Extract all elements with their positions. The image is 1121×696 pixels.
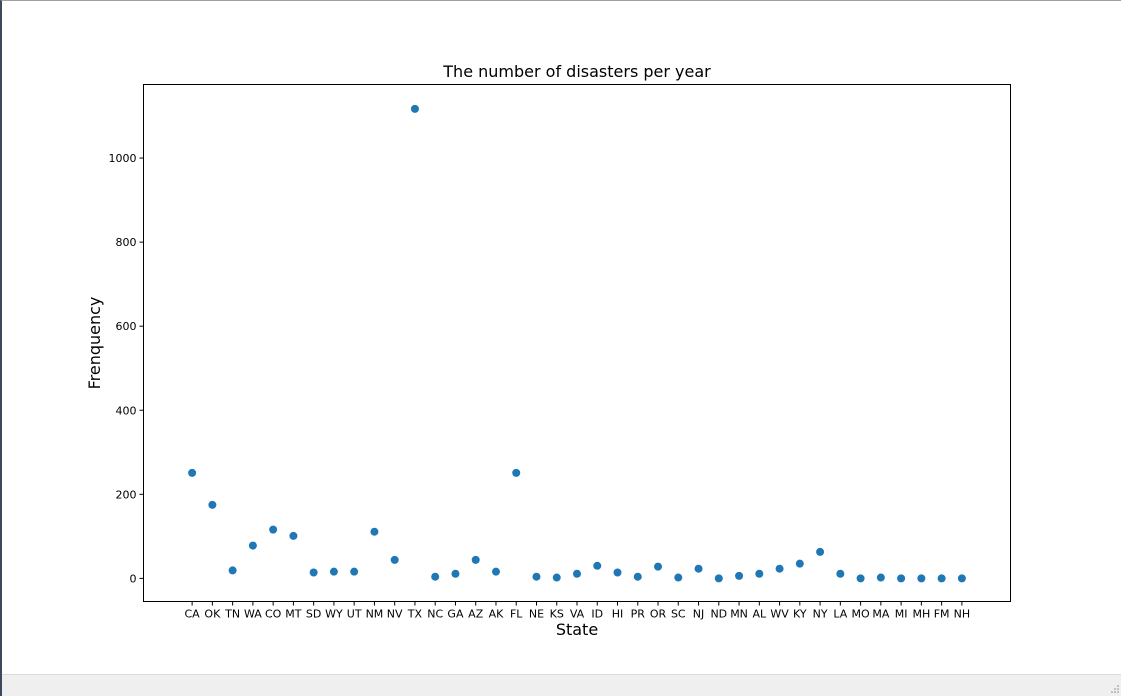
data-point-ok: [208, 500, 217, 509]
y-tick-label: 1000: [109, 152, 137, 165]
resize-grip-icon[interactable]: [1109, 683, 1119, 693]
data-point-nc: [431, 572, 440, 581]
data-point-wy: [329, 567, 338, 576]
data-point-az: [471, 555, 480, 564]
data-point-mn: [735, 571, 744, 580]
x-tick-label-va: VA: [570, 608, 585, 621]
data-point-id: [593, 561, 602, 570]
y-tick-label: 400: [116, 404, 137, 417]
data-point-wa: [248, 541, 257, 550]
x-tick-label-ma: MA: [872, 608, 889, 621]
data-point-mh: [917, 574, 926, 583]
x-tick-label-la: LA: [833, 608, 847, 621]
data-point-nd: [714, 574, 723, 583]
x-tick-label-mh: MH: [912, 608, 930, 621]
x-tick-label-sd: SD: [306, 608, 321, 621]
x-tick-label-nh: NH: [954, 608, 971, 621]
data-point-co: [269, 525, 278, 534]
data-point-ga: [451, 569, 460, 578]
x-axis: CA OK TN WA CO MT SD WY UT NM NV TX NC GA AZ AK FL NE KS VA…: [185, 601, 971, 621]
x-tick-label-wv: WV: [770, 608, 789, 621]
data-point-ma: [876, 573, 885, 582]
y-tick-label: 200: [116, 488, 137, 501]
y-axis: 0 200 400 600 800 1000: [109, 152, 144, 585]
x-tick-label-ok: OK: [204, 608, 221, 621]
y-axis-label: Frenquency: [85, 297, 104, 390]
x-tick-label-hi: HI: [612, 608, 624, 621]
x-tick-label-nv: NV: [387, 608, 403, 621]
x-tick-label-mn: MN: [730, 608, 748, 621]
chart-title: The number of disasters per year: [442, 62, 711, 81]
data-point-ne: [532, 572, 541, 581]
x-tick-label-ga: GA: [447, 608, 464, 621]
x-tick-label-az: AZ: [468, 608, 484, 621]
x-tick-label-ks: KS: [550, 608, 564, 621]
y-tick-label: 800: [116, 236, 137, 249]
data-point-va: [573, 569, 581, 578]
x-tick-label-mi: MI: [895, 608, 908, 621]
x-tick-label-wy: WY: [325, 608, 343, 621]
data-point-pr: [633, 572, 642, 581]
x-tick-label-al: AL: [752, 608, 767, 621]
x-tick-label-mo: MO: [852, 608, 870, 621]
x-tick-label-ut: UT: [347, 608, 362, 621]
data-point-mi: [897, 574, 906, 583]
x-tick-label-nd: ND: [710, 608, 727, 621]
x-tick-label-ny: NY: [813, 608, 828, 621]
x-tick-label-ne: NE: [529, 608, 544, 621]
data-point-ut: [350, 567, 359, 576]
x-axis-label: State: [556, 620, 598, 639]
x-tick-label-tx: TX: [407, 608, 423, 621]
data-point-nv: [390, 555, 399, 564]
data-point-hi: [613, 568, 622, 577]
plot-area: [143, 84, 1011, 602]
x-tick-label-ca: CA: [185, 608, 201, 621]
data-point-wv: [775, 564, 784, 573]
data-point-fm: [937, 574, 946, 583]
data-point-tn: [228, 566, 237, 575]
x-tick-label-ky: KY: [793, 608, 807, 621]
data-point-ks: [552, 573, 561, 582]
data-point-al: [755, 569, 764, 578]
data-point-tx: [410, 104, 419, 113]
x-tick-label-fm: FM: [934, 608, 950, 621]
x-tick-label-id: ID: [591, 608, 603, 621]
data-point-nh: [957, 574, 966, 583]
data-point-mt: [289, 531, 298, 540]
x-tick-label-sc: SC: [671, 608, 686, 621]
data-point-nj: [694, 564, 703, 573]
data-points: [188, 104, 966, 583]
x-tick-label-co: CO: [265, 608, 282, 621]
data-point-mo: [856, 574, 865, 583]
data-point-or: [654, 562, 663, 571]
x-tick-label-mt: MT: [285, 608, 301, 621]
scatter-chart: The number of disasters per year 0 200 400…: [85, 62, 1011, 639]
x-tick-label-pr: PR: [631, 608, 646, 621]
data-point-sc: [674, 573, 683, 582]
data-point-sd: [309, 568, 318, 577]
y-tick-label: 0: [130, 572, 137, 585]
data-point-ny: [816, 547, 825, 556]
x-tick-label-wa: WA: [244, 608, 262, 621]
x-tick-label-nc: NC: [427, 608, 443, 621]
x-tick-label-fl: FL: [510, 608, 523, 621]
data-point-ca: [188, 468, 197, 477]
data-point-fl: [512, 468, 521, 477]
x-tick-label-tn: TN: [224, 608, 240, 621]
data-point-ak: [491, 567, 500, 576]
x-tick-label-nm: NM: [366, 608, 384, 621]
x-tick-label-ak: AK: [489, 608, 505, 621]
status-bar: [2, 674, 1121, 696]
x-tick-label-or: OR: [650, 608, 667, 621]
y-tick-label: 600: [116, 320, 137, 333]
data-point-ky: [795, 559, 804, 568]
x-tick-label-nj: NJ: [693, 608, 704, 621]
data-point-la: [836, 569, 845, 578]
data-point-nm: [370, 527, 379, 536]
